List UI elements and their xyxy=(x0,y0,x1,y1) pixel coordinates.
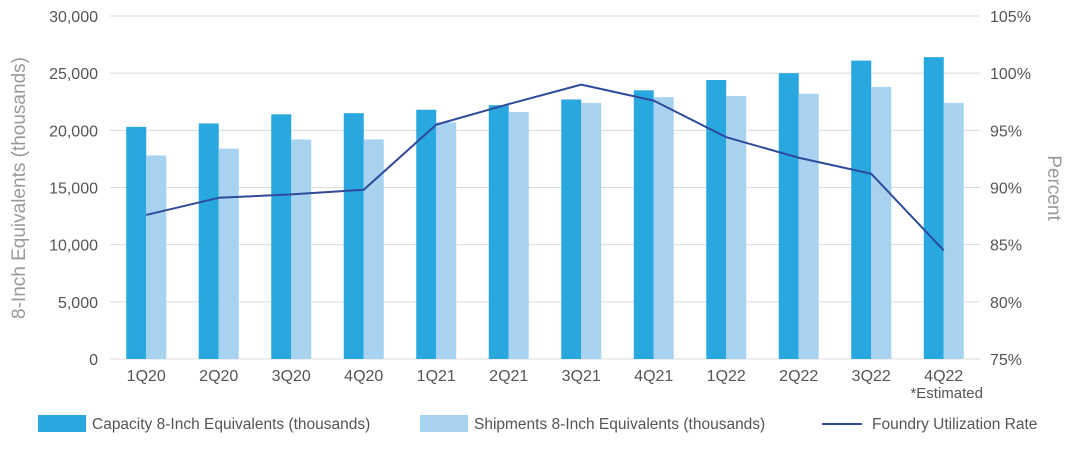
capacity-bar xyxy=(416,110,436,359)
utilization-line xyxy=(146,85,944,251)
left-axis-ticks: 0 5,000 10,000 15,000 20,000 25,000 30,000 xyxy=(49,9,98,369)
x-tick-label: 2Q22 xyxy=(779,368,818,385)
x-tick-label: 1Q21 xyxy=(417,368,456,385)
x-tick-label: 1Q22 xyxy=(707,368,746,385)
left-tick-label: 0 xyxy=(89,352,98,369)
x-tick-label: 4Q21 xyxy=(634,368,673,385)
legend-swatch-shipments xyxy=(420,415,468,432)
shipments-bar xyxy=(944,103,964,359)
x-tick-label: 1Q20 xyxy=(127,368,166,385)
x-tick-label: 4Q22 xyxy=(924,368,963,385)
capacity-bar xyxy=(924,57,944,359)
x-tick-label: 2Q20 xyxy=(199,368,238,385)
x-tick-label: 2Q21 xyxy=(489,368,528,385)
left-tick-label: 15,000 xyxy=(49,181,98,198)
shipments-bar xyxy=(581,103,601,359)
left-tick-label: 30,000 xyxy=(49,9,98,26)
capacity-bar xyxy=(489,105,509,359)
right-axis-ticks: 75% 80% 85% 90% 95% 100% 105% xyxy=(990,9,1031,369)
utilization-line-layer xyxy=(146,85,944,251)
shipments-bar xyxy=(654,97,674,359)
left-tick-label: 20,000 xyxy=(49,123,98,140)
left-axis-title: 8-Inch Equivalents (thousands) xyxy=(9,57,30,319)
capacity-bar xyxy=(199,123,219,359)
right-tick-label: 75% xyxy=(990,352,1022,369)
right-tick-label: 90% xyxy=(990,181,1022,198)
legend-swatch-capacity xyxy=(38,415,86,432)
shipments-bar xyxy=(364,139,384,359)
x-tick-label: 3Q21 xyxy=(562,368,601,385)
legend-label-utilization: Foundry Utilization Rate xyxy=(872,416,1037,433)
shipments-bar xyxy=(726,96,746,359)
gridlines xyxy=(110,16,980,359)
legend-label-capacity: Capacity 8-Inch Equivalents (thousands) xyxy=(92,416,370,433)
left-tick-label: 25,000 xyxy=(49,66,98,83)
estimated-note: *Estimated xyxy=(910,385,983,402)
bars xyxy=(126,57,964,359)
shipments-bar xyxy=(146,155,166,359)
x-tick-label: 4Q20 xyxy=(344,368,383,385)
capacity-bar xyxy=(634,90,654,359)
capacity-bar xyxy=(344,113,364,359)
legend-label-shipments: Shipments 8-Inch Equivalents (thousands) xyxy=(474,416,765,433)
capacity-bar xyxy=(706,80,726,359)
right-tick-label: 100% xyxy=(990,66,1031,83)
capacity-bar xyxy=(126,127,146,359)
right-tick-label: 80% xyxy=(990,295,1022,312)
x-tick-label: 3Q20 xyxy=(272,368,311,385)
right-axis-title: Percent xyxy=(1043,155,1064,221)
left-tick-label: 10,000 xyxy=(49,238,98,255)
x-axis-ticks: 1Q20 2Q20 3Q20 4Q20 1Q21 2Q21 3Q21 4Q21 1Q22 2Q22… xyxy=(127,368,964,385)
shipments-bar xyxy=(871,87,891,359)
right-tick-label: 95% xyxy=(990,123,1022,140)
right-tick-label: 85% xyxy=(990,238,1022,255)
shipments-bar xyxy=(509,112,529,359)
left-tick-label: 5,000 xyxy=(58,295,98,312)
capacity-bar xyxy=(561,99,581,359)
shipments-bar xyxy=(799,94,819,359)
shipments-bar xyxy=(436,122,456,359)
capacity-bar xyxy=(779,73,799,359)
capacity-bar xyxy=(851,61,871,359)
legend: Capacity 8-Inch Equivalents (thousands) S… xyxy=(38,415,1037,433)
shipments-bar xyxy=(291,139,311,359)
shipments-bar xyxy=(219,149,239,359)
right-tick-label: 105% xyxy=(990,9,1031,26)
capacity-bar xyxy=(271,114,291,359)
x-tick-label: 3Q22 xyxy=(852,368,891,385)
